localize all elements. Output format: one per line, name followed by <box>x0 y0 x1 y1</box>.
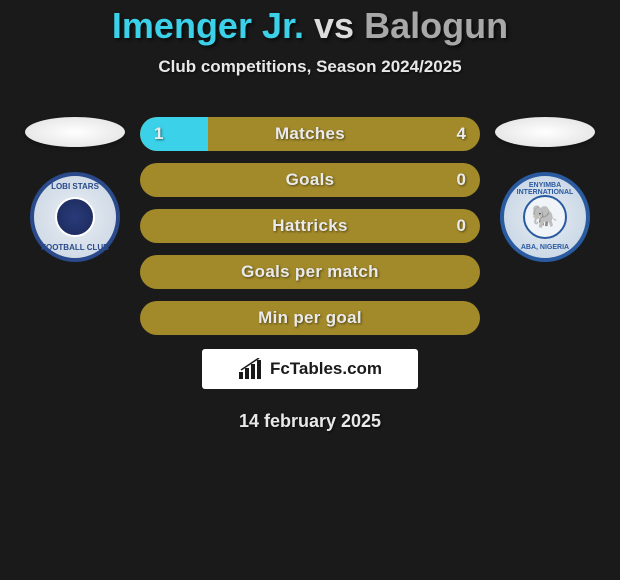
date-text: 14 february 2025 <box>239 411 381 432</box>
club-b-text-top: ENYIMBA INTERNATIONAL <box>504 182 586 196</box>
player-a-avatar-placeholder <box>25 117 125 147</box>
content-row: LOBI STARS FOOTBALL CLUB 1Matches4Goals0… <box>0 117 620 335</box>
stat-label: Goals <box>140 170 480 190</box>
stat-label: Matches <box>140 124 480 144</box>
club-a-badge: LOBI STARS FOOTBALL CLUB <box>30 172 120 262</box>
stat-bar: Min per goal <box>140 301 480 335</box>
stat-bar: Hattricks0 <box>140 209 480 243</box>
player-a-name: Imenger Jr. <box>112 5 304 46</box>
stat-bar: Goals per match <box>140 255 480 289</box>
right-column: ENYIMBA INTERNATIONAL 🐘 ABA, NIGERIA <box>490 117 600 262</box>
stat-bar: 1Matches4 <box>140 117 480 151</box>
elephant-icon: 🐘 <box>531 206 558 228</box>
club-b-text-bot: ABA, NIGERIA <box>504 244 586 251</box>
stat-right-value: 0 <box>457 170 466 190</box>
widget-container: Imenger Jr. vs Balogun Club competitions… <box>0 0 620 432</box>
player-b-name: Balogun <box>364 5 508 46</box>
stat-label: Goals per match <box>140 262 480 282</box>
stat-label: Hattricks <box>140 216 480 236</box>
vs-text: vs <box>314 5 354 46</box>
stat-bar: Goals0 <box>140 163 480 197</box>
player-b-avatar-placeholder <box>495 117 595 147</box>
stat-right-value: 0 <box>457 216 466 236</box>
subtitle: Club competitions, Season 2024/2025 <box>158 57 461 77</box>
club-a-text-top: LOBI STARS <box>34 182 116 191</box>
club-b-badge: ENYIMBA INTERNATIONAL 🐘 ABA, NIGERIA <box>500 172 590 262</box>
stats-column: 1Matches4Goals0Hattricks0Goals per match… <box>140 117 480 335</box>
page-title: Imenger Jr. vs Balogun <box>112 5 508 47</box>
stat-right-value: 4 <box>457 124 466 144</box>
club-a-text-bot: FOOTBALL CLUB <box>34 243 116 252</box>
club-b-inner: 🐘 <box>523 195 567 239</box>
brand-box[interactable]: FcTables.com <box>202 349 418 389</box>
left-column: LOBI STARS FOOTBALL CLUB <box>20 117 130 262</box>
stat-label: Min per goal <box>140 308 480 328</box>
brand-text: FcTables.com <box>270 359 382 379</box>
brand-chart-icon <box>238 358 264 380</box>
